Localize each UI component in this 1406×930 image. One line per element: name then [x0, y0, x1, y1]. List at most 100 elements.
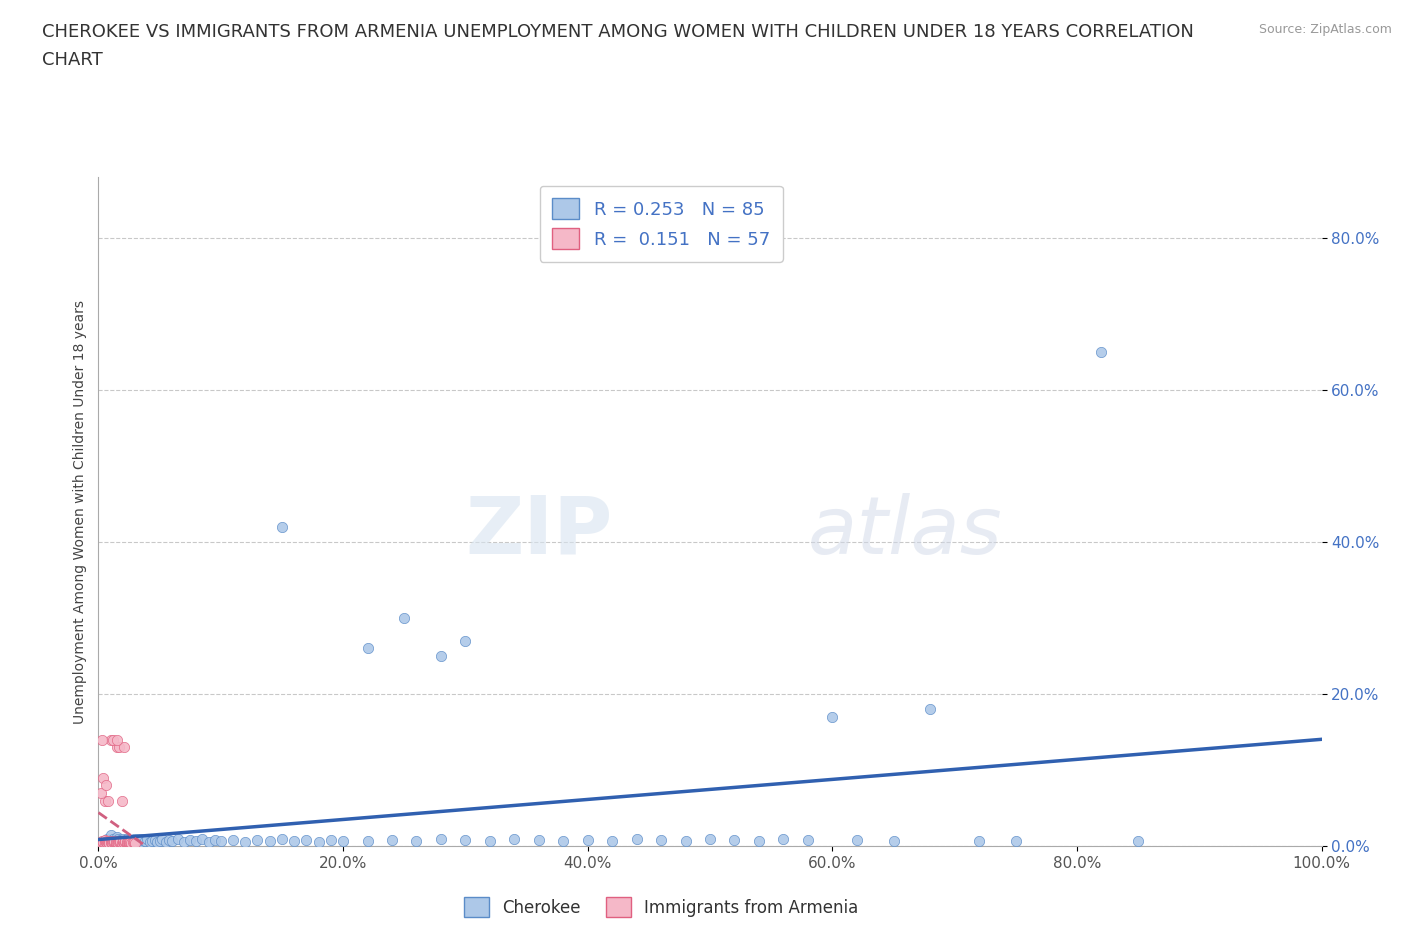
Point [91, 835, 114, 850]
Point [97, 834, 120, 849]
Text: CHART: CHART [42, 51, 103, 69]
Point [101, 834, 124, 849]
Point [94, 835, 117, 850]
Point [191, 832, 214, 847]
Point [98, 836, 121, 851]
Point [332, 833, 354, 848]
Point [454, 633, 477, 648]
Point [94, 834, 117, 849]
Point [139, 834, 162, 849]
Point [356, 641, 378, 656]
Point [209, 833, 232, 848]
Point [105, 835, 128, 850]
Text: ZIP: ZIP [465, 493, 612, 571]
Point [295, 832, 318, 847]
Point [100, 834, 122, 849]
Point [105, 835, 128, 850]
Point [111, 835, 134, 850]
Point [97, 835, 120, 850]
Point [121, 834, 143, 849]
Point [115, 834, 138, 849]
Point [91, 833, 114, 848]
Point [157, 832, 180, 847]
Point [96, 833, 118, 848]
Point [772, 832, 794, 847]
Point [150, 832, 173, 847]
Point [179, 832, 201, 847]
Point [105, 740, 128, 755]
Point [100, 832, 122, 847]
Point [108, 740, 131, 755]
Point [122, 835, 145, 850]
Point [111, 836, 134, 851]
Point [101, 833, 124, 848]
Point [101, 836, 124, 851]
Point [115, 836, 138, 851]
Point [91, 732, 114, 747]
Point [503, 832, 526, 847]
Point [600, 833, 623, 848]
Point [675, 833, 697, 848]
Point [97, 793, 120, 808]
Point [110, 832, 132, 847]
Point [120, 835, 142, 850]
Point [222, 832, 245, 847]
Point [883, 833, 905, 848]
Point [111, 793, 134, 808]
Point [381, 832, 404, 847]
Point [114, 833, 136, 848]
Point [259, 833, 281, 848]
Point [204, 832, 226, 847]
Point [111, 836, 134, 851]
Point [553, 833, 575, 848]
Point [167, 832, 190, 847]
Point [430, 832, 453, 847]
Point [107, 832, 129, 847]
Point [356, 833, 378, 848]
Point [127, 832, 149, 847]
Point [576, 832, 599, 847]
Point [101, 732, 124, 747]
Point [100, 828, 122, 843]
Point [121, 834, 143, 849]
Point [100, 732, 122, 747]
Point [650, 832, 672, 847]
Point [103, 833, 125, 848]
Point [94, 778, 117, 793]
Legend: Cherokee, Immigrants from Armenia: Cherokee, Immigrants from Armenia [456, 889, 866, 925]
Point [90, 786, 112, 801]
Point [967, 833, 990, 848]
Point [270, 519, 294, 534]
Point [93, 793, 115, 808]
Point [114, 833, 136, 848]
Text: CHEROKEE VS IMMIGRANTS FROM ARMENIA UNEMPLOYMENT AMONG WOMEN WITH CHILDREN UNDER: CHEROKEE VS IMMIGRANTS FROM ARMENIA UNEM… [42, 23, 1194, 41]
Point [845, 832, 868, 847]
Point [110, 833, 132, 848]
Point [527, 832, 550, 847]
Point [392, 611, 416, 626]
Point [122, 831, 145, 846]
Point [98, 833, 121, 848]
Point [124, 833, 146, 848]
Point [1090, 344, 1112, 359]
Point [246, 832, 269, 847]
Point [454, 832, 477, 847]
Point [233, 834, 256, 849]
Point [160, 833, 183, 848]
Point [100, 835, 122, 850]
Point [197, 834, 219, 849]
Point [118, 834, 141, 849]
Point [131, 831, 153, 846]
Point [124, 836, 146, 851]
Point [129, 834, 152, 849]
Y-axis label: Unemployment Among Women with Children Under 18 years: Unemployment Among Women with Children U… [73, 299, 87, 724]
Point [101, 831, 124, 846]
Point [108, 834, 131, 849]
Point [107, 836, 129, 851]
Point [115, 832, 138, 847]
Point [105, 732, 128, 747]
Point [93, 832, 115, 847]
Point [91, 770, 114, 785]
Point [120, 836, 142, 851]
Point [105, 830, 128, 844]
